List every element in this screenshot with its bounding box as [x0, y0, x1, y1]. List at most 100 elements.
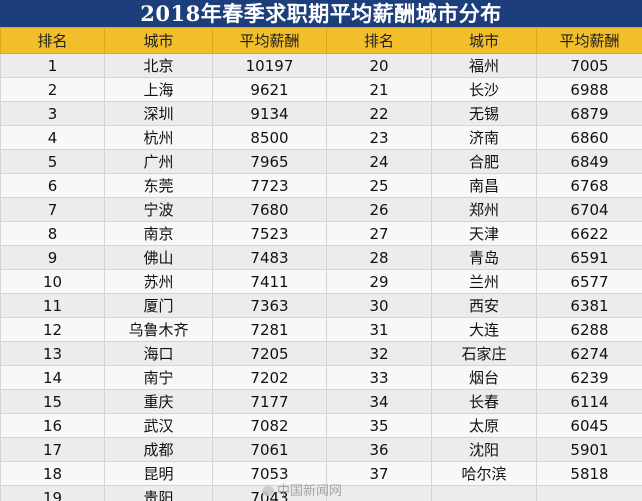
salary-cell: 7965	[212, 149, 327, 174]
salary-cell: 7680	[212, 197, 327, 222]
watermark: 中国新闻网	[262, 480, 342, 499]
rank-cell: 16	[0, 413, 105, 438]
table-row: 1 北京 10197 20 福州 7005	[0, 53, 642, 78]
salary-cell: 6768	[536, 173, 642, 198]
city-cell: 南宁	[104, 365, 213, 390]
city-cell: 南昌	[431, 173, 537, 198]
salary-cell: 7061	[212, 437, 327, 462]
city-cell: 重庆	[104, 389, 213, 414]
rank-cell: 36	[326, 437, 432, 462]
page-title: 2018年春季求职期平均薪酬城市分布	[0, 0, 642, 27]
salary-cell: 6288	[536, 317, 642, 342]
table-body: 1 北京 10197 20 福州 7005 2 上海 9621 21 长沙 6988 3 深圳 9134 22…	[0, 53, 642, 501]
rank-cell: 35	[326, 413, 432, 438]
table-row: 9 佛山 7483 28 青岛 6591	[0, 245, 642, 270]
city-cell: 武汉	[104, 413, 213, 438]
city-cell: 北京	[104, 53, 213, 78]
salary-cell: 6381	[536, 293, 642, 318]
rank-cell: 18	[0, 461, 105, 486]
city-cell: 南京	[104, 221, 213, 246]
city-cell: 杭州	[104, 125, 213, 150]
table-row: 8 南京 7523 27 天津 6622	[0, 221, 642, 246]
table-row: 12 乌鲁木齐 7281 31 大连 6288	[0, 317, 642, 342]
table-row: 6 东莞 7723 25 南昌 6768	[0, 173, 642, 198]
rank-cell: 4	[0, 125, 105, 150]
table-row: 7 宁波 7680 26 郑州 6704	[0, 197, 642, 222]
rank-cell: 31	[326, 317, 432, 342]
rank-cell: 13	[0, 341, 105, 366]
salary-cell: 10197	[212, 53, 327, 78]
table-row: 13 海口 7205 32 石家庄 6274	[0, 341, 642, 366]
rank-cell: 30	[326, 293, 432, 318]
salary-cell: 6239	[536, 365, 642, 390]
rank-cell: 24	[326, 149, 432, 174]
city-cell: 广州	[104, 149, 213, 174]
city-cell: 大连	[431, 317, 537, 342]
salary-cell: 7363	[212, 293, 327, 318]
rank-cell: 32	[326, 341, 432, 366]
salary-cell: 9621	[212, 77, 327, 102]
city-cell: 深圳	[104, 101, 213, 126]
table-row: 19贵阳7043	[0, 485, 642, 501]
rank-cell: 2	[0, 77, 105, 102]
header-rank: 排名	[0, 27, 105, 54]
salary-cell	[536, 485, 642, 501]
salary-cell: 6622	[536, 221, 642, 246]
rank-cell: 5	[0, 149, 105, 174]
table-row: 4 杭州 8500 23 济南 6860	[0, 125, 642, 150]
header-city: 城市	[104, 27, 213, 54]
table-row: 11 厦门 7363 30 西安 6381	[0, 293, 642, 318]
city-cell: 佛山	[104, 245, 213, 270]
salary-cell: 9134	[212, 101, 327, 126]
rank-cell: 22	[326, 101, 432, 126]
watermark-text: 中国新闻网	[277, 484, 343, 499]
rank-cell: 11	[0, 293, 105, 318]
salary-cell: 7523	[212, 221, 327, 246]
city-cell: 天津	[431, 221, 537, 246]
salary-cell: 5901	[536, 437, 642, 462]
rank-cell: 9	[0, 245, 105, 270]
rank-cell: 14	[0, 365, 105, 390]
salary-cell: 7723	[212, 173, 327, 198]
salary-cell: 7202	[212, 365, 327, 390]
salary-cell: 7483	[212, 245, 327, 270]
salary-cell: 7281	[212, 317, 327, 342]
header-rank: 排名	[326, 27, 432, 54]
city-cell: 东莞	[104, 173, 213, 198]
city-cell: 沈阳	[431, 437, 537, 462]
city-cell: 合肥	[431, 149, 537, 174]
rank-cell: 29	[326, 269, 432, 294]
salary-cell: 7082	[212, 413, 327, 438]
rank-cell: 25	[326, 173, 432, 198]
header-salary: 平均薪酬	[212, 27, 327, 54]
salary-cell: 6591	[536, 245, 642, 270]
city-cell: 上海	[104, 77, 213, 102]
table-row: 3 深圳 9134 22 无锡 6879	[0, 101, 642, 126]
salary-cell: 7205	[212, 341, 327, 366]
city-cell: 昆明	[104, 461, 213, 486]
salary-cell: 7411	[212, 269, 327, 294]
rank-cell: 6	[0, 173, 105, 198]
table-row: 2 上海 9621 21 长沙 6988	[0, 77, 642, 102]
city-cell: 成都	[104, 437, 213, 462]
rank-cell: 28	[326, 245, 432, 270]
salary-table: 排名 城市 平均薪酬 排名 城市 平均薪酬 1 北京 10197 20 福州 7005 2 上…	[0, 27, 642, 501]
rank-cell: 12	[0, 317, 105, 342]
rank-cell: 3	[0, 101, 105, 126]
rank-cell: 26	[326, 197, 432, 222]
city-cell: 长沙	[431, 77, 537, 102]
rank-cell: 19	[0, 485, 105, 501]
salary-cell: 6849	[536, 149, 642, 174]
header-city: 城市	[431, 27, 537, 54]
table-row: 10 苏州 7411 29 兰州 6577	[0, 269, 642, 294]
rank-cell	[326, 485, 432, 501]
salary-cell: 6704	[536, 197, 642, 222]
table-row: 5 广州 7965 24 合肥 6849	[0, 149, 642, 174]
city-cell: 长春	[431, 389, 537, 414]
city-cell: 海口	[104, 341, 213, 366]
city-cell: 兰州	[431, 269, 537, 294]
city-cell: 青岛	[431, 245, 537, 270]
salary-cell: 8500	[212, 125, 327, 150]
header-salary: 平均薪酬	[536, 27, 642, 54]
